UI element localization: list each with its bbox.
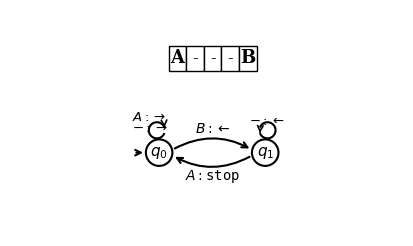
- Text: $-:\leftarrow$: $-:\leftarrow$: [249, 115, 284, 128]
- Text: $q_0$: $q_0$: [150, 145, 168, 161]
- Circle shape: [145, 139, 172, 166]
- Text: -: -: [192, 50, 197, 67]
- Bar: [203, 46, 221, 71]
- Bar: [186, 46, 203, 71]
- Bar: [168, 46, 186, 71]
- Circle shape: [252, 139, 278, 166]
- Bar: [238, 46, 256, 71]
- Bar: [221, 46, 238, 71]
- Text: $A:\mathtt{stop}$: $A:\mathtt{stop}$: [184, 168, 239, 185]
- Text: B: B: [240, 49, 255, 67]
- Text: $A:\rightarrow$: $A:\rightarrow$: [131, 111, 166, 124]
- Text: -: -: [227, 50, 233, 67]
- Text: -: -: [209, 50, 215, 67]
- Text: $q_1$: $q_1$: [256, 145, 273, 161]
- Text: $B:\leftarrow$: $B:\leftarrow$: [194, 122, 229, 136]
- Text: $-:\rightarrow$: $-:\rightarrow$: [131, 123, 167, 136]
- Text: A: A: [170, 49, 184, 67]
